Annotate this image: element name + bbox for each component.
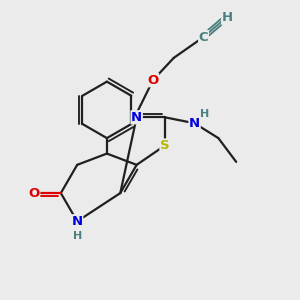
Text: H: H: [73, 231, 82, 241]
Text: N: N: [131, 111, 142, 124]
Text: N: N: [72, 215, 83, 228]
Text: O: O: [28, 187, 40, 200]
Text: C: C: [199, 31, 208, 44]
Text: H: H: [200, 109, 210, 119]
Text: S: S: [160, 139, 170, 152]
Text: N: N: [189, 117, 200, 130]
Text: H: H: [222, 11, 233, 24]
Text: O: O: [147, 74, 159, 87]
